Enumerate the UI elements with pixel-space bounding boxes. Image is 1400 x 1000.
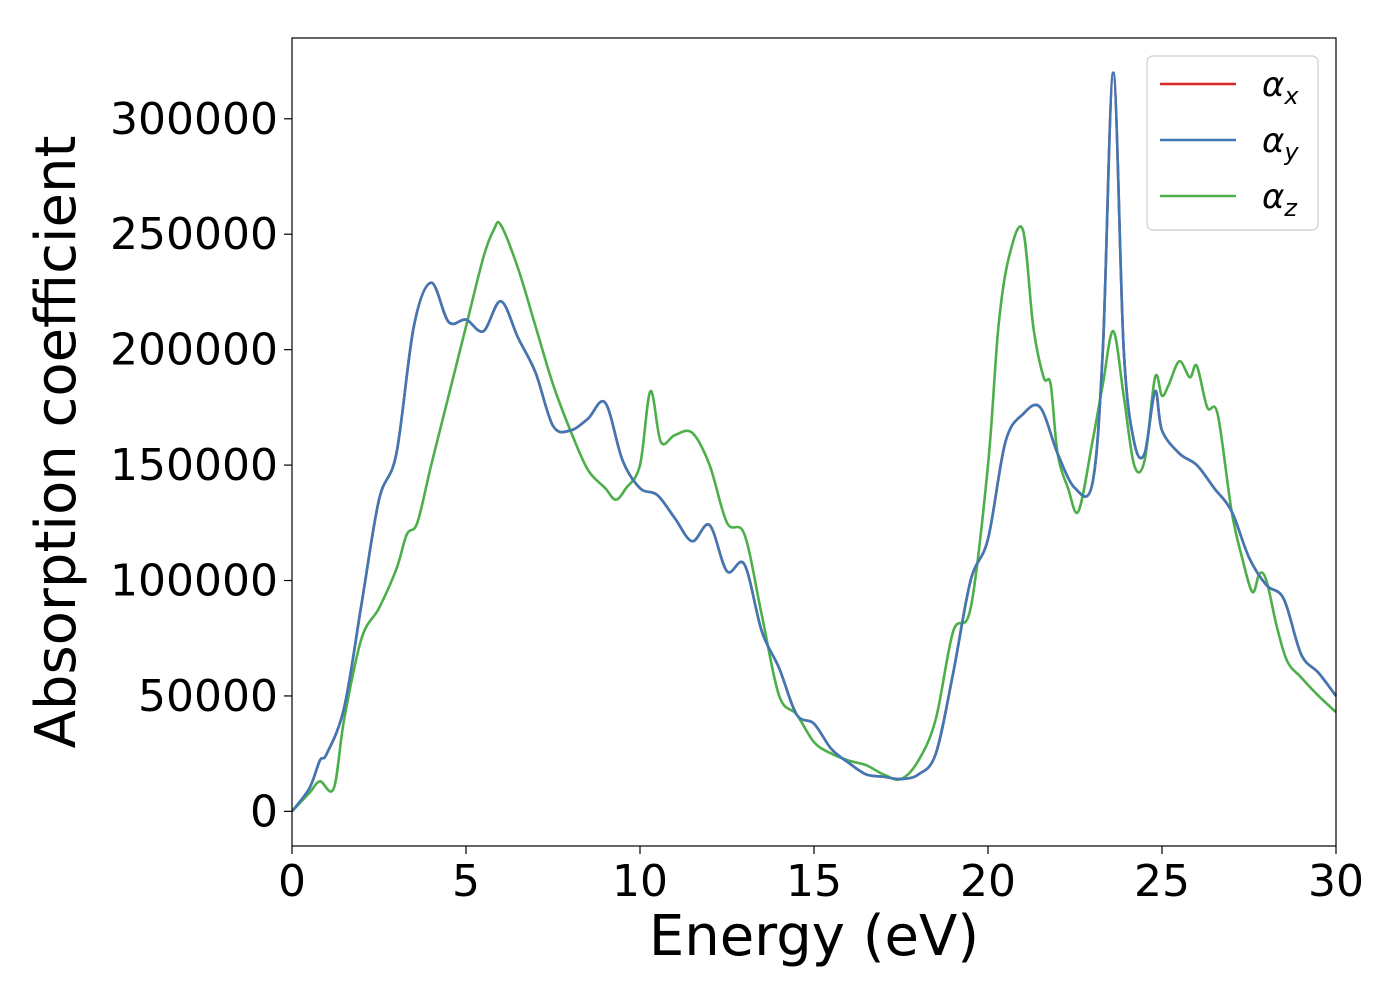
y-tick-label: 200000 xyxy=(110,325,278,376)
y-tick-label: 100000 xyxy=(110,556,278,607)
legend-label-z: αz xyxy=(1262,177,1298,222)
x-tick-label: 10 xyxy=(612,856,668,907)
y-tick-label: 300000 xyxy=(110,94,278,145)
x-axis: 0 5 10 15 20 25 30 xyxy=(278,846,1364,907)
x-tick-label: 15 xyxy=(786,856,842,907)
y-tick-label: 50000 xyxy=(138,671,278,722)
y-tick-label: 150000 xyxy=(110,440,278,491)
series-line-y xyxy=(290,71,1338,813)
x-tick-label: 5 xyxy=(452,856,480,907)
legend-box xyxy=(1146,55,1319,231)
y-axis: 0 50000 100000 150000 200000 250000 300000 xyxy=(110,94,292,837)
y-axis-label: Absorption coefficient xyxy=(24,136,89,749)
legend-label-x: αx xyxy=(1262,65,1299,110)
legend: αx αy αz xyxy=(1146,55,1319,231)
y-tick-label: 250000 xyxy=(110,209,278,260)
y-tick-label: 0 xyxy=(250,786,278,837)
x-tick-label: 0 xyxy=(278,856,306,907)
legend-label-y: αy xyxy=(1262,121,1299,166)
x-axis-label: Energy (eV) xyxy=(649,904,979,969)
x-tick-label: 20 xyxy=(960,856,1016,907)
series-layer xyxy=(290,71,1338,813)
x-tick-label: 30 xyxy=(1308,856,1364,907)
x-tick-label: 25 xyxy=(1134,856,1190,907)
